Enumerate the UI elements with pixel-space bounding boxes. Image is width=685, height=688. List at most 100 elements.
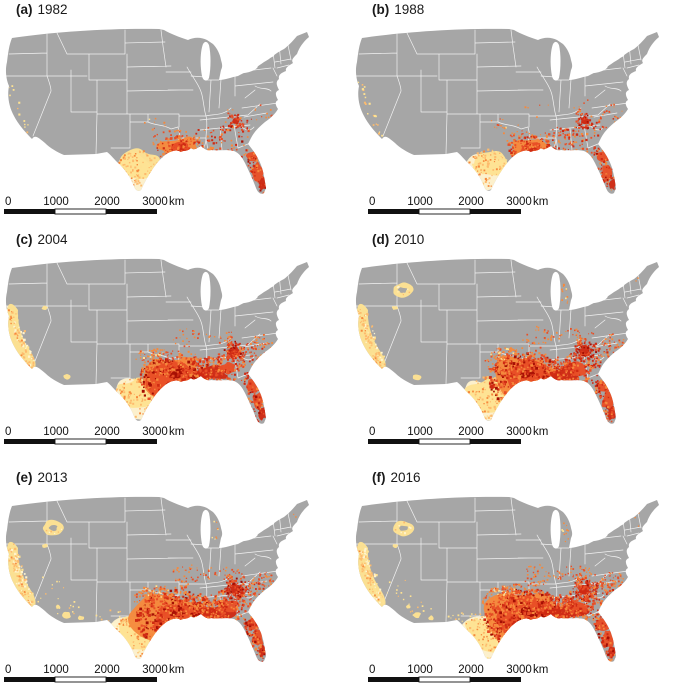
lake-michigan [200,271,211,311]
lake-ontario [259,53,275,59]
us-landmass [355,258,659,424]
us-map [5,496,310,662]
scale-bar-segment [418,438,471,445]
scale-tick-1000: 1000 [43,196,69,208]
panel-tag: (c) [16,232,33,247]
map-panel: (d) 2010 0 1000 2000 3000 km [342,230,685,458]
us-landmass [355,28,659,194]
map-panel: (a) 1982 0 1000 2000 3000 km [0,0,342,230]
scale-tick-0: 0 [369,664,375,676]
scale-tick-3000: 3000 [506,426,532,438]
us-landmass [355,496,659,662]
scale-tick-0: 0 [369,196,375,208]
scale-unit: km [533,664,548,676]
lake-huron [571,274,579,288]
scale-bar-segment [470,677,521,682]
scale-tick-3000: 3000 [142,426,168,438]
scale-bar-segment [368,209,419,214]
lake-ontario [609,53,625,59]
panel-tag: (a) [16,2,33,17]
map-panel: (b) 1988 0 1000 2000 3000 km [342,0,685,230]
scale-bar-segment [4,677,55,682]
scale-tick-3000: 3000 [142,664,168,676]
map-panel: (f) 2016 0 1000 2000 3000 km [342,458,685,688]
scale-bar-segment [4,439,55,444]
scale-tick-2000: 2000 [94,426,120,438]
scale-bar-segment [106,209,157,214]
scale-bar-segment [54,208,107,215]
scale-tick-0: 0 [369,426,375,438]
us-map [355,258,659,424]
lake-huron [221,44,229,58]
scale-tick-0: 0 [5,426,11,438]
panel-year: 2013 [37,470,68,485]
scale-tick-0: 0 [5,196,11,208]
panel-label: (b) 1988 [372,2,685,21]
scale-bar-segment [418,208,471,215]
panel-year: 2004 [37,232,68,247]
panel-year: 1982 [37,2,68,17]
scale-bar: 0 1000 2000 3000 km [4,426,184,445]
scale-tick-3000: 3000 [142,196,168,208]
lake-huron [221,274,229,288]
lake-ontario [259,283,275,289]
scale-tick-1000: 1000 [407,426,433,438]
scale-tick-1000: 1000 [407,664,433,676]
us-map [5,258,310,424]
lake-huron [571,44,579,58]
lake-michigan [200,509,211,549]
scale-bar-segment [418,676,471,683]
panel-label: (f) 2016 [372,470,685,489]
scale-tick-2000: 2000 [458,426,484,438]
us-map [355,28,659,194]
us-landmass [5,28,310,194]
lake-michigan [550,271,561,311]
scale-bar: 0 1000 2000 3000 km [4,196,184,215]
scale-tick-1000: 1000 [43,426,69,438]
scale-bar-segment [54,438,107,445]
scale-bar: 0 1000 2000 3000 km [368,196,548,215]
scale-bar-segment [470,209,521,214]
scale-bar-segment [54,676,107,683]
scale-bar-segment [106,439,157,444]
panel-year: 2010 [394,232,425,247]
lake-ontario [609,521,625,527]
lake-ontario [609,283,625,289]
scale-tick-2000: 2000 [94,196,120,208]
panel-year: 1988 [394,2,425,17]
panel-label: (a) 1982 [16,2,342,21]
scale-tick-2000: 2000 [458,196,484,208]
scale-unit: km [169,664,184,676]
scale-tick-2000: 2000 [458,664,484,676]
scale-unit: km [533,426,548,438]
map-panel: (c) 2004 0 1000 2000 3000 km [0,230,342,458]
panel-tag: (e) [16,470,33,485]
scale-tick-3000: 3000 [506,196,532,208]
scale-tick-1000: 1000 [407,196,433,208]
scale-bar: 0 1000 2000 3000 km [368,664,548,683]
lake-michigan [550,41,561,81]
scale-bar-segment [368,439,419,444]
scale-tick-1000: 1000 [43,664,69,676]
scale-bar: 0 1000 2000 3000 km [368,426,548,445]
panel-label: (c) 2004 [16,232,342,251]
lake-huron [221,512,229,526]
scale-bar-segment [4,209,55,214]
us-landmass [5,496,310,662]
us-landmass [5,258,310,424]
panel-tag: (b) [372,2,390,17]
lake-michigan [200,41,211,81]
scale-bar-segment [470,439,521,444]
lake-michigan [550,509,561,549]
us-map [355,496,659,662]
scale-tick-3000: 3000 [506,664,532,676]
map-panel: (e) 2013 0 1000 2000 3000 km [0,458,342,688]
scale-bar-segment [106,677,157,682]
lake-ontario [259,521,275,527]
scale-unit: km [533,196,548,208]
scale-tick-2000: 2000 [94,664,120,676]
scale-unit: km [169,426,184,438]
panel-tag: (d) [372,232,390,247]
scale-bar-segment [368,677,419,682]
panel-tag: (f) [372,470,386,485]
